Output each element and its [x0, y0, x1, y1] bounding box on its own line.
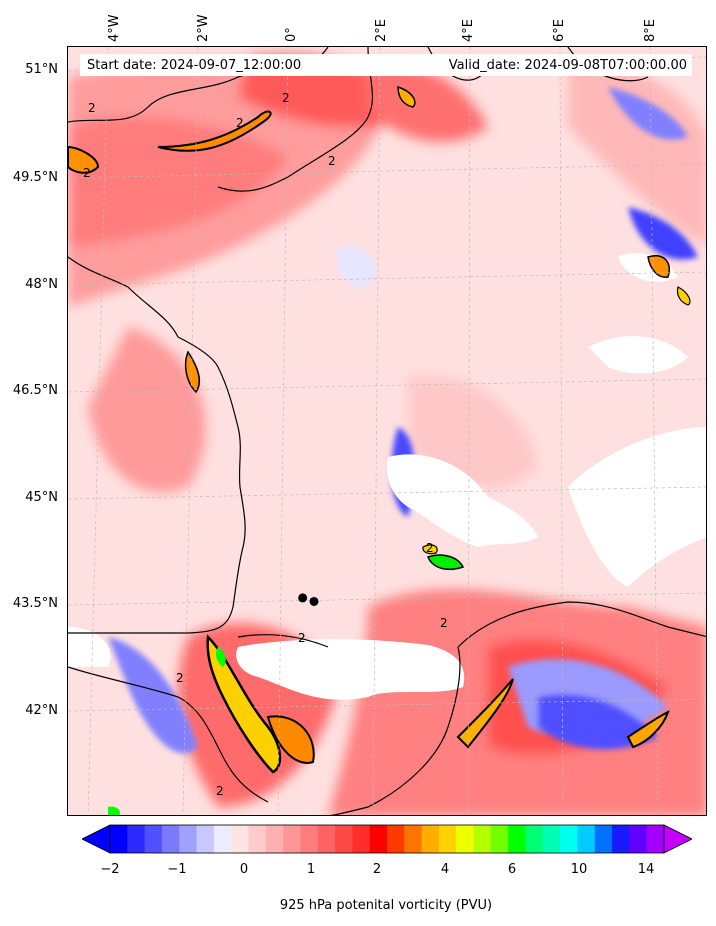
- colorbar-swatch: [283, 825, 301, 853]
- colorbar-swatch: [629, 825, 648, 853]
- pv-maxima: [68, 85, 691, 815]
- colorbar-swatch: [352, 825, 371, 853]
- colorbar-swatch: [369, 825, 388, 853]
- colorbar-tick-1: 1: [306, 862, 316, 877]
- colorbar-label: 925 hPa potenital vorticity (PVU): [279, 898, 493, 913]
- svg-text:2: 2: [216, 784, 224, 798]
- colorbar-outline: [109, 824, 665, 854]
- svg-text:2: 2: [426, 541, 434, 555]
- lon-label-4w: 4°W: [107, 14, 122, 42]
- lat-label-49-5n: 49.5°N: [12, 170, 58, 185]
- colorbar-swatch: [594, 825, 613, 853]
- lon-label-4e: 4°E: [461, 19, 476, 42]
- colorbar-swatch: [490, 825, 509, 853]
- lon-label-8e: 8°E: [643, 19, 658, 42]
- colorbar-swatch: [300, 825, 319, 853]
- colorbar-swatch: [421, 825, 440, 853]
- colorbar-swatch: [196, 825, 215, 853]
- map-panel: 2 2 2 2 2 2 2 2 2 2: [67, 46, 707, 816]
- colorbar-swatch: [127, 825, 146, 853]
- svg-text:2: 2: [176, 671, 184, 685]
- station-marker: [309, 596, 319, 606]
- colorbar-swatch: [525, 825, 544, 853]
- colorbar-tick-14: 14: [637, 862, 655, 877]
- lat-label-51n: 51°N: [25, 62, 58, 77]
- lon-label-2e: 2°E: [374, 19, 389, 42]
- colorbar: [82, 824, 692, 854]
- colorbar-swatch: [577, 825, 596, 853]
- pv-negative-field: [108, 87, 698, 754]
- svg-text:2: 2: [282, 91, 290, 105]
- colorbar-tick-10: 10: [570, 862, 588, 877]
- svg-text:2: 2: [236, 116, 244, 130]
- colorbar-swatch: [265, 825, 284, 853]
- lon-label-0: 0°: [284, 27, 299, 42]
- colorbar-swatch: [335, 825, 353, 853]
- colorbar-swatch: [508, 825, 526, 853]
- colorbar-tick-neg1: −1: [167, 862, 187, 877]
- colorbar-swatch: [473, 825, 492, 853]
- coastlines: [68, 47, 706, 815]
- colorbar-swatch: [612, 825, 630, 853]
- colorbar-tick-neg2: −2: [100, 862, 120, 877]
- colorbar-tick-6: 6: [507, 862, 517, 877]
- lat-label-43-5n: 43.5°N: [12, 596, 58, 611]
- colorbar-tick-0: 0: [239, 862, 249, 877]
- colorbar-tick-2: 2: [372, 862, 382, 877]
- colorbar-tick-4: 4: [440, 862, 450, 877]
- lat-label-48n: 48°N: [25, 277, 58, 292]
- colorbar-swatch: [404, 825, 423, 853]
- colorbar-swatch: [456, 825, 475, 853]
- lat-label-42n: 42°N: [25, 703, 58, 718]
- colorbar-swatch: [213, 825, 232, 853]
- lat-label-45n: 45°N: [25, 490, 58, 505]
- colorbar-swatch: [387, 825, 405, 853]
- valid-date-label: Valid_date: 2024-09-08T07:00:00.00: [448, 58, 687, 73]
- svg-text:2: 2: [328, 154, 336, 168]
- colorbar-swatch: [560, 825, 578, 853]
- svg-text:2: 2: [88, 101, 96, 115]
- colorbar-swatch: [144, 825, 163, 853]
- colorbar-swatch: [438, 825, 457, 853]
- lat-label-46-5n: 46.5°N: [12, 383, 58, 398]
- potential-vorticity-map: 2 2 2 2 2 2 2 2 2 2: [68, 47, 706, 815]
- colorbar-under-arrow: [82, 824, 111, 854]
- lon-label-2w: 2°W: [196, 14, 211, 42]
- svg-text:2: 2: [298, 631, 306, 645]
- colorbar-over-arrow: [663, 824, 692, 854]
- colorbar-swatch: [646, 825, 665, 853]
- colorbar-swatch: [542, 825, 561, 853]
- masked-terrain: [68, 253, 706, 700]
- colorbar-swatch: [231, 825, 249, 853]
- colorbar-swatch: [161, 825, 180, 853]
- header-panel: [80, 54, 692, 76]
- station-marker: [298, 593, 308, 603]
- svg-text:2: 2: [83, 166, 91, 180]
- colorbar-swatch: [110, 825, 128, 853]
- colorbar-swatch: [179, 825, 198, 853]
- svg-text:2: 2: [440, 616, 448, 630]
- colorbar-swatch: [248, 825, 267, 853]
- colorbar-swatch: [317, 825, 336, 853]
- start-date-label: Start date: 2024-09-07_12:00:00: [87, 58, 302, 73]
- contour-labels: 2 2 2 2 2 2 2 2 2 2: [83, 91, 448, 798]
- lon-label-6e: 6°E: [552, 19, 567, 42]
